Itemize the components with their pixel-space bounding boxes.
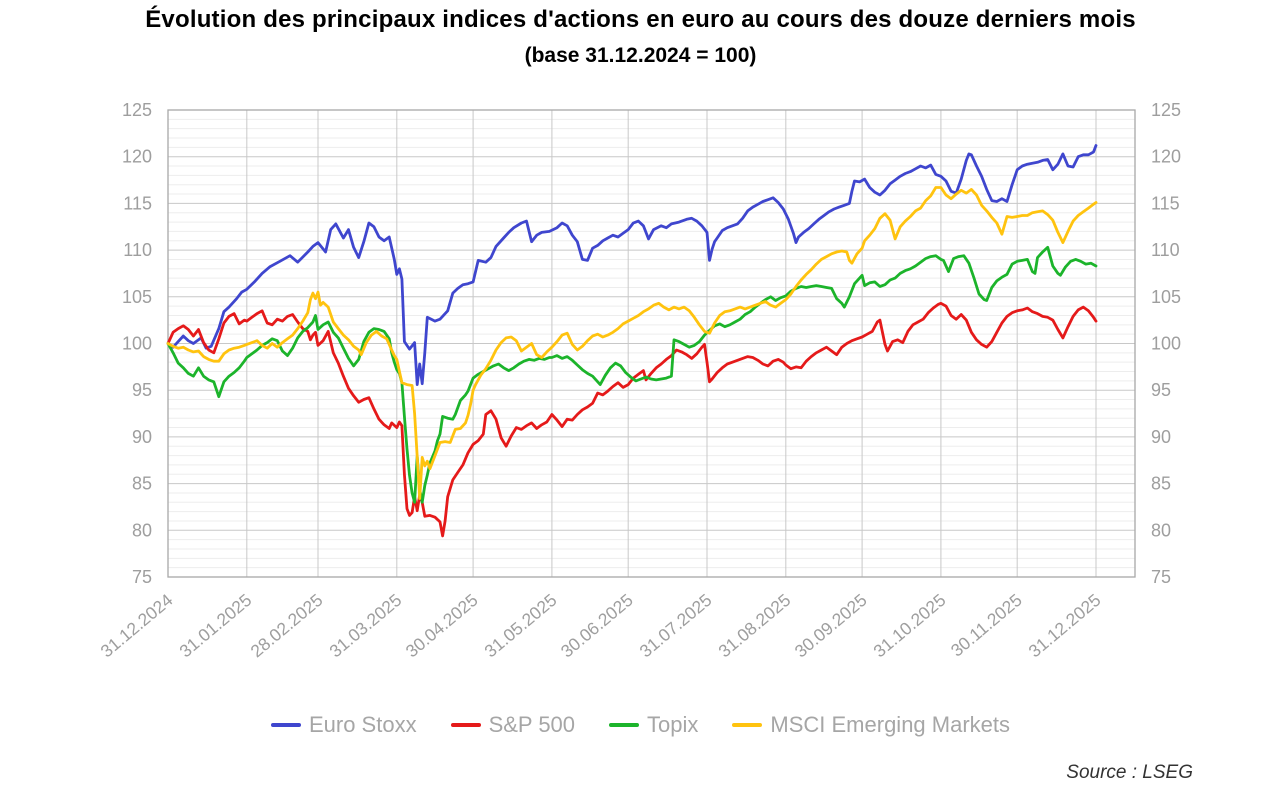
legend-item: Euro Stoxx: [270, 712, 417, 738]
legend-item: S&P 500: [450, 712, 576, 738]
chart-title-line2: (base 31.12.2024 = 100): [524, 44, 757, 67]
chart-legend: Euro Stoxx S&P 500 Topix MSCI Emerging Mark…: [0, 712, 1281, 738]
source-label: Source : LSEG: [1066, 762, 1193, 783]
svg-text:31.07.2025: 31.07.2025: [636, 590, 716, 662]
svg-text:30.06.2025: 30.06.2025: [557, 590, 637, 662]
svg-text:110: 110: [1151, 240, 1180, 260]
legend-swatch-icon: [732, 723, 763, 727]
svg-text:28.02.2025: 28.02.2025: [247, 590, 327, 662]
svg-text:95: 95: [1151, 380, 1171, 400]
chart-title-line1: Évolution des principaux indices d'actio…: [145, 6, 1136, 33]
svg-text:105: 105: [1151, 287, 1181, 307]
legend-swatch-icon: [450, 723, 481, 727]
svg-text:100: 100: [1151, 334, 1181, 354]
svg-text:85: 85: [1151, 474, 1171, 494]
svg-text:115: 115: [123, 193, 152, 213]
svg-text:105: 105: [122, 287, 152, 307]
svg-text:31.01.2025: 31.01.2025: [175, 590, 255, 662]
svg-text:110: 110: [123, 240, 152, 260]
svg-text:95: 95: [132, 380, 152, 400]
legend-item: MSCI Emerging Markets: [732, 712, 1010, 738]
svg-text:115: 115: [1151, 193, 1180, 213]
svg-text:80: 80: [1151, 520, 1171, 540]
svg-text:30.04.2025: 30.04.2025: [402, 590, 482, 662]
legend-swatch-icon: [270, 723, 301, 727]
svg-text:100: 100: [122, 334, 152, 354]
svg-text:75: 75: [1151, 567, 1171, 587]
svg-text:31.05.2025: 31.05.2025: [481, 590, 561, 662]
svg-text:30.09.2025: 30.09.2025: [791, 590, 871, 662]
chart-title: Évolution des principaux indices d'actio…: [0, 6, 1281, 68]
svg-text:31.03.2025: 31.03.2025: [325, 590, 405, 662]
svg-text:120: 120: [1151, 147, 1181, 167]
svg-text:30.11.2025: 30.11.2025: [947, 590, 1026, 661]
svg-text:31.12.2024: 31.12.2024: [97, 590, 177, 662]
svg-text:90: 90: [132, 427, 152, 447]
svg-text:125: 125: [122, 100, 152, 120]
legend-label: S&P 500: [488, 712, 576, 737]
svg-text:75: 75: [132, 567, 152, 587]
svg-text:31.12.2025: 31.12.2025: [1025, 590, 1105, 662]
svg-text:125: 125: [1151, 100, 1181, 120]
svg-text:31.10.2025: 31.10.2025: [870, 590, 950, 662]
legend-label: MSCI Emerging Markets: [770, 712, 1011, 737]
svg-text:80: 80: [132, 520, 152, 540]
svg-text:31.08.2025: 31.08.2025: [714, 590, 794, 662]
legend-label: Topix: [647, 712, 699, 737]
legend-item: Topix: [609, 712, 698, 738]
svg-text:90: 90: [1151, 427, 1171, 447]
legend-swatch-icon: [609, 723, 640, 727]
svg-text:85: 85: [132, 474, 152, 494]
legend-label: Euro Stoxx: [308, 712, 417, 737]
svg-text:120: 120: [122, 147, 152, 167]
